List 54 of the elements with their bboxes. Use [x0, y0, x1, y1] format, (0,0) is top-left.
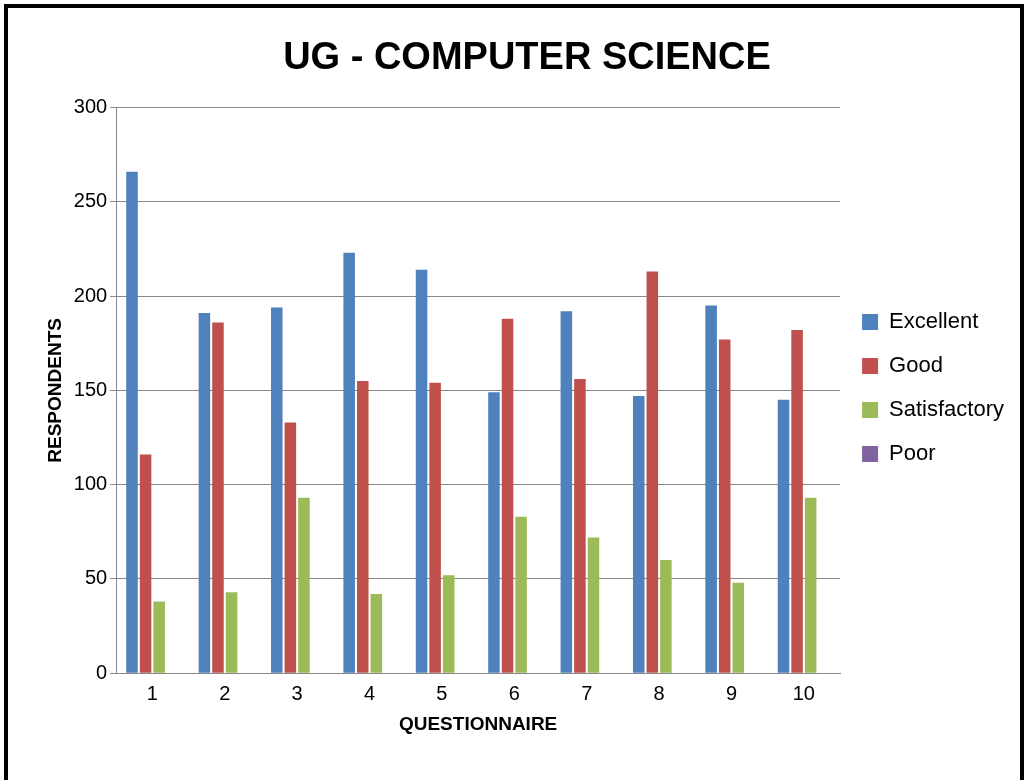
x-tick-label: 1: [146, 681, 158, 704]
x-tick-label: 4: [363, 681, 376, 704]
bar: [429, 382, 441, 673]
bar: [415, 269, 428, 673]
x-tick-label: 8: [653, 681, 665, 704]
bar: [139, 454, 152, 673]
bar: [515, 516, 527, 673]
bar: [501, 318, 514, 673]
x-axis-title: QUESTIONNAIRE: [398, 712, 558, 734]
bar: [442, 575, 455, 673]
bar: [198, 313, 211, 673]
x-tick-label: 6: [508, 681, 520, 704]
bar: [153, 601, 165, 673]
bar: [632, 396, 645, 673]
bar: [646, 271, 659, 673]
x-tick-label: 5: [436, 681, 448, 704]
bar: [804, 497, 817, 673]
bar: [488, 392, 500, 673]
x-tick-label: 10: [792, 681, 815, 704]
x-tick-label: 7: [581, 681, 593, 704]
y-axis-title: RESPONDENTS: [43, 318, 65, 463]
x-tick-label: 2: [219, 681, 231, 704]
bar: [126, 171, 138, 673]
y-tick-label: 100: [73, 472, 108, 495]
bar: [718, 339, 731, 673]
bar: [791, 330, 803, 673]
bar: [225, 592, 238, 673]
bar: [298, 497, 310, 673]
bar: [777, 399, 790, 673]
bar: [732, 582, 745, 673]
y-tick-label: 0: [96, 660, 108, 683]
legend-label: Poor: [889, 440, 936, 466]
x-tick-label: 3: [291, 681, 303, 704]
legend-label: Excellent: [889, 308, 979, 334]
bar: [271, 307, 283, 673]
bar: [356, 380, 369, 673]
bar: [587, 537, 600, 673]
y-tick-label: 250: [73, 189, 108, 212]
y-tick-label: 50: [84, 566, 108, 589]
legend-label: Good: [889, 352, 943, 378]
y-tick-label: 200: [73, 283, 108, 306]
bar: [660, 560, 672, 673]
bar: [705, 305, 717, 673]
y-tick-label: 150: [73, 377, 108, 400]
y-tick-label: 300: [73, 95, 108, 118]
bar: [284, 422, 297, 673]
bar: [574, 379, 586, 673]
bar: [370, 594, 383, 673]
bar: [560, 311, 573, 673]
bar: [343, 252, 355, 673]
x-tick-label: 9: [725, 681, 738, 704]
chart-title: UG - COMPUTER SCIENCE: [283, 35, 771, 78]
legend-label: Satisfactory: [889, 396, 1005, 422]
bar: [212, 322, 224, 673]
